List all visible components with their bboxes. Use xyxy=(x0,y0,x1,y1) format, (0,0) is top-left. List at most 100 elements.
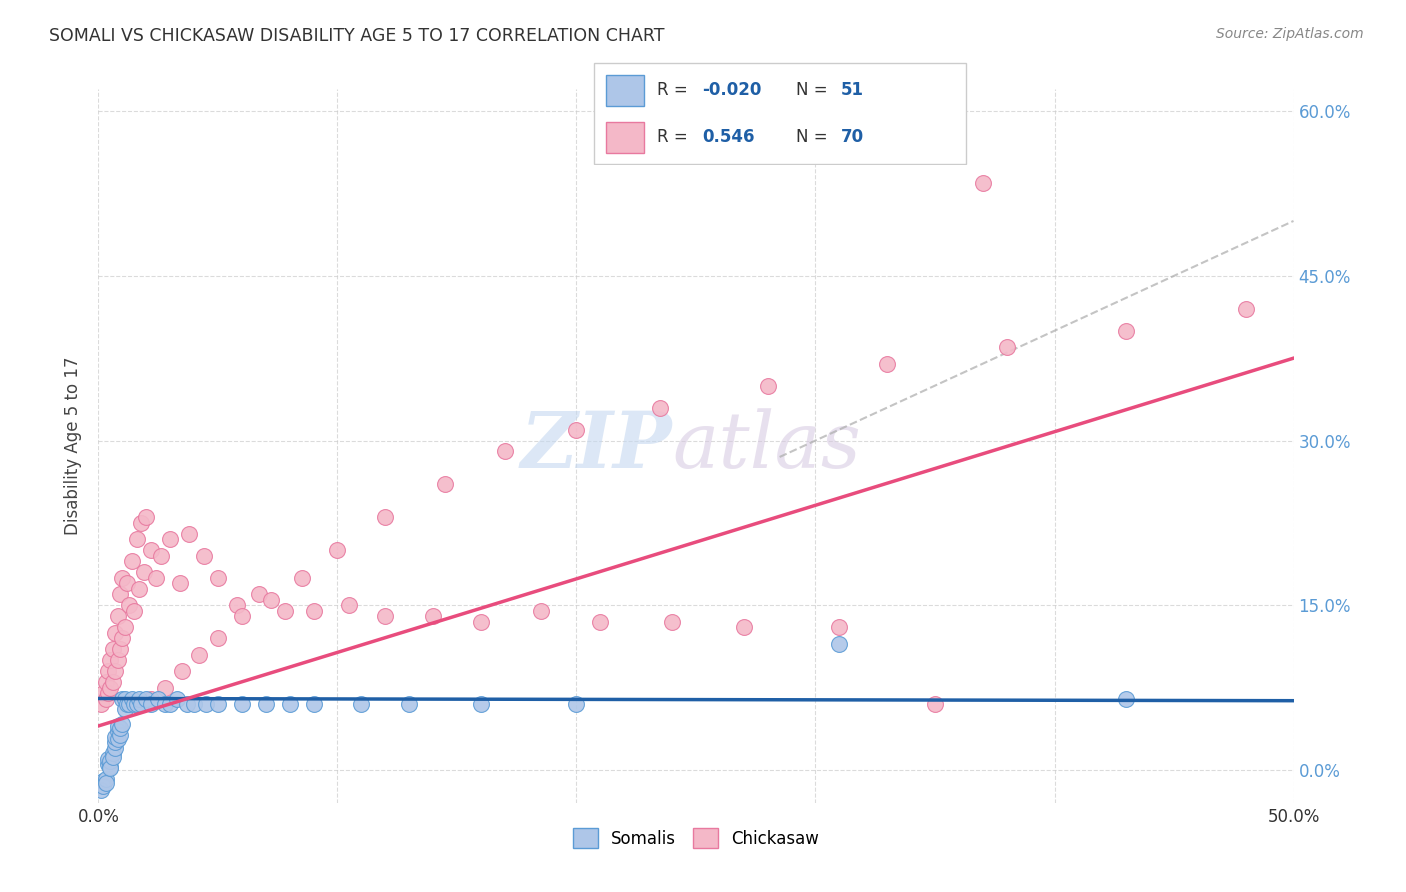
Text: N =: N = xyxy=(796,81,832,99)
Point xyxy=(374,609,396,624)
Point xyxy=(995,340,1018,354)
Point xyxy=(274,604,297,618)
Point xyxy=(131,697,153,711)
Point xyxy=(876,357,898,371)
Point xyxy=(98,754,122,768)
Point xyxy=(108,721,131,735)
Point xyxy=(254,697,277,711)
Point xyxy=(207,631,229,645)
Point xyxy=(291,571,314,585)
Point xyxy=(148,691,170,706)
Point xyxy=(231,609,253,624)
Point xyxy=(118,697,141,711)
Point xyxy=(176,697,198,711)
Point xyxy=(589,615,612,629)
Y-axis label: Disability Age 5 to 17: Disability Age 5 to 17 xyxy=(65,357,83,535)
Text: 51: 51 xyxy=(841,81,865,99)
Point xyxy=(231,697,253,711)
Point xyxy=(94,675,117,690)
Point xyxy=(101,747,124,761)
Point xyxy=(107,724,129,739)
Bar xyxy=(606,122,644,153)
Point xyxy=(111,571,134,585)
Point xyxy=(470,615,492,629)
Point xyxy=(115,576,138,591)
Point xyxy=(97,664,120,678)
Point xyxy=(183,697,205,711)
Point xyxy=(187,648,209,662)
Point xyxy=(104,625,127,640)
Point xyxy=(828,620,851,634)
Point xyxy=(94,772,117,786)
Point xyxy=(259,592,281,607)
Text: SOMALI VS CHICKASAW DISABILITY AGE 5 TO 17 CORRELATION CHART: SOMALI VS CHICKASAW DISABILITY AGE 5 TO … xyxy=(49,27,665,45)
Point xyxy=(104,730,127,744)
Point xyxy=(91,686,114,700)
Point xyxy=(90,782,112,797)
Point xyxy=(94,776,117,790)
Point xyxy=(733,620,755,634)
Point xyxy=(145,571,167,585)
Point xyxy=(924,697,946,711)
Text: ZIP: ZIP xyxy=(520,408,672,484)
Text: atlas: atlas xyxy=(672,408,860,484)
Point xyxy=(114,702,136,716)
Text: R =: R = xyxy=(657,128,699,146)
Point xyxy=(108,587,131,601)
Point xyxy=(169,576,191,591)
Point xyxy=(195,697,218,711)
Point xyxy=(104,735,127,749)
Point xyxy=(422,609,444,624)
Text: Source: ZipAtlas.com: Source: ZipAtlas.com xyxy=(1216,27,1364,41)
Point xyxy=(207,697,229,711)
Point xyxy=(101,749,124,764)
Point xyxy=(565,423,588,437)
Point xyxy=(111,716,134,731)
Point xyxy=(166,691,188,706)
Point xyxy=(91,773,114,788)
Point xyxy=(155,681,177,695)
Point xyxy=(139,697,162,711)
Point xyxy=(124,604,146,618)
Point xyxy=(101,642,124,657)
Point xyxy=(756,378,779,392)
Point xyxy=(494,444,516,458)
Point xyxy=(226,598,249,612)
Point xyxy=(111,691,134,706)
Point xyxy=(339,598,361,612)
Point xyxy=(90,697,112,711)
Point xyxy=(661,615,683,629)
Point xyxy=(114,620,136,634)
Point xyxy=(108,642,131,657)
Point xyxy=(118,598,141,612)
Point xyxy=(278,697,301,711)
Point xyxy=(91,780,114,794)
Point xyxy=(179,526,201,541)
Point xyxy=(104,740,127,755)
Point xyxy=(114,691,136,706)
Point xyxy=(131,697,153,711)
Point xyxy=(207,571,229,585)
Point xyxy=(125,697,148,711)
Point xyxy=(97,757,120,772)
Point xyxy=(108,728,131,742)
Point xyxy=(135,691,157,706)
Point xyxy=(104,664,127,678)
Point xyxy=(111,631,134,645)
Point xyxy=(1234,301,1257,316)
Point xyxy=(97,686,120,700)
Point xyxy=(107,609,129,624)
Point xyxy=(121,554,143,568)
Point xyxy=(374,510,396,524)
Bar xyxy=(606,75,644,105)
Point xyxy=(121,691,143,706)
Point xyxy=(648,401,672,415)
Point xyxy=(139,543,162,558)
Point xyxy=(139,691,162,706)
Point xyxy=(470,697,492,711)
Point xyxy=(434,477,457,491)
Point xyxy=(530,604,553,618)
Text: 70: 70 xyxy=(841,128,865,146)
Point xyxy=(302,697,325,711)
Point xyxy=(247,587,270,601)
